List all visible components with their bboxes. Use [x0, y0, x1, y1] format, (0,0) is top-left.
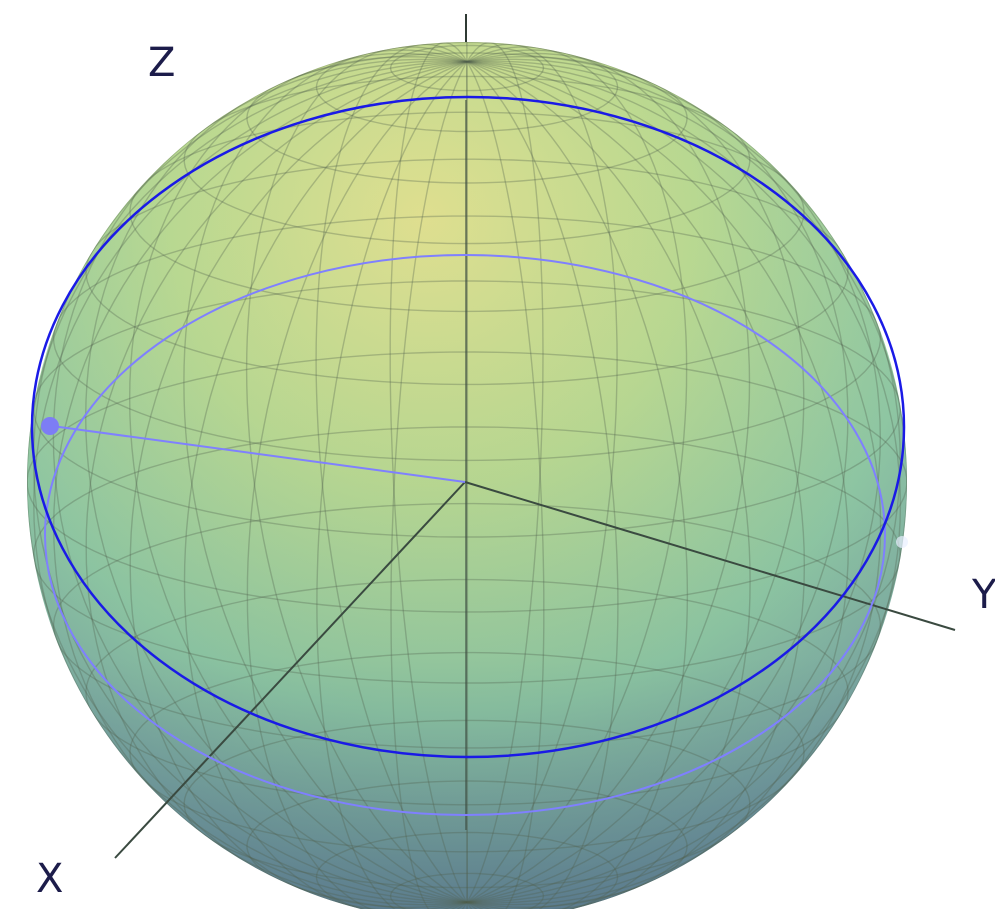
longitude-line — [466, 46, 688, 903]
latitude-line — [129, 651, 805, 853]
y-axis-line — [464, 481, 956, 631]
longitude-line — [245, 46, 468, 903]
longitude-line — [85, 61, 468, 909]
latitude-line — [315, 831, 619, 909]
latitude-line — [246, 780, 688, 909]
latitude-line — [183, 75, 751, 245]
longitude-line — [466, 52, 805, 903]
x-axis-label: X — [36, 856, 63, 902]
longitude-line — [466, 61, 907, 903]
axes-front — [114, 100, 956, 859]
longitude-line — [466, 55, 849, 903]
longitude-line — [390, 61, 468, 909]
longitude-line — [183, 49, 468, 903]
longitude-line — [316, 61, 468, 909]
longitude-line — [466, 61, 619, 909]
latitude-line — [183, 719, 751, 889]
longitude-line — [466, 61, 751, 909]
longitude-line — [128, 52, 468, 903]
edge-marker — [896, 536, 908, 548]
longitude-line — [246, 61, 468, 909]
state-vector — [51, 425, 466, 483]
longitude-line — [466, 49, 751, 903]
longitude-line — [52, 58, 468, 903]
z-axis-label: Z — [148, 40, 175, 86]
longitude-line — [183, 61, 468, 909]
sphere-wireframe-grid — [27, 42, 907, 909]
y-axis-label: Y — [971, 572, 995, 618]
longitude-line — [466, 61, 806, 909]
longitude-line — [466, 61, 545, 909]
x-axis-line — [114, 481, 466, 859]
latitude-line — [32, 426, 902, 684]
latitude-line — [246, 52, 688, 184]
longitude-line — [466, 60, 901, 903]
longitude-line — [27, 61, 468, 903]
longitude-line — [52, 61, 468, 906]
latitude-line — [32, 280, 902, 538]
latitude-line — [27, 351, 907, 613]
latitude-line — [315, 42, 619, 133]
longitude-line — [466, 61, 689, 909]
latitude-line — [85, 158, 849, 386]
longitude-line — [129, 61, 468, 909]
latitude-line — [389, 44, 545, 92]
latitude-line — [129, 111, 805, 313]
longitude-line — [315, 43, 468, 903]
latitude-line — [52, 502, 882, 749]
longitude-line — [84, 55, 468, 903]
latitude-line — [85, 578, 849, 806]
longitude-line — [466, 58, 882, 903]
great-circle — [30, 95, 906, 759]
longitude-line — [466, 61, 850, 909]
state-point — [41, 417, 59, 435]
light-great-circle — [44, 254, 886, 816]
longitude-line — [466, 61, 882, 906]
longitude-line — [466, 42, 544, 903]
latitude-line — [52, 215, 882, 462]
longitude-line — [466, 61, 902, 904]
longitude-line — [466, 43, 618, 903]
latitude-line — [389, 872, 545, 909]
longitude-line — [33, 61, 468, 904]
longitude-line — [389, 42, 468, 903]
